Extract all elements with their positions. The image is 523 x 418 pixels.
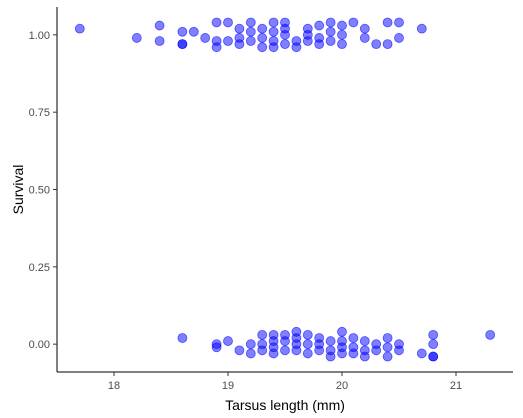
data-point	[382, 39, 393, 50]
data-point	[268, 348, 279, 359]
data-point	[394, 345, 404, 356]
data-point	[371, 345, 382, 356]
points-layer	[74, 17, 496, 362]
data-point	[302, 329, 313, 340]
data-point	[382, 17, 393, 28]
data-point	[325, 351, 336, 362]
data-point	[131, 33, 142, 43]
data-point	[211, 342, 222, 353]
data-point	[245, 36, 256, 46]
y-tick-label: 0.25	[29, 262, 50, 274]
data-point	[485, 329, 496, 340]
data-point	[257, 33, 268, 43]
x-tick-label: 20	[336, 380, 348, 392]
data-point	[359, 23, 370, 34]
data-point	[371, 39, 382, 50]
data-point	[200, 33, 211, 43]
data-point	[177, 333, 188, 343]
data-point	[234, 23, 245, 34]
data-point	[348, 333, 359, 343]
data-point	[359, 351, 370, 362]
data-point	[337, 20, 347, 31]
y-tick-label: 0.75	[29, 107, 50, 119]
data-point	[234, 345, 245, 356]
data-point	[314, 20, 325, 31]
y-axis-title: Survival	[10, 165, 26, 215]
data-point	[382, 342, 393, 353]
data-point	[337, 29, 347, 40]
data-point	[325, 36, 336, 46]
data-point	[177, 26, 188, 37]
y-axis-ticks: 0.00 0.25 0.50 0.75 1.00	[29, 30, 57, 351]
x-axis-ticks: 18 19 20 21	[108, 372, 462, 392]
data-point	[74, 23, 85, 34]
data-point	[394, 33, 404, 43]
data-point	[337, 39, 347, 50]
data-point	[188, 26, 199, 37]
data-point	[257, 345, 268, 356]
data-point	[280, 29, 290, 40]
data-point	[428, 329, 439, 340]
data-point	[211, 17, 222, 28]
data-point	[394, 17, 404, 28]
data-point	[257, 42, 268, 53]
data-point	[268, 26, 279, 37]
data-point	[382, 333, 393, 343]
data-point	[428, 339, 439, 350]
data-point	[177, 39, 188, 50]
data-point	[291, 42, 302, 53]
data-point	[314, 39, 325, 50]
data-point	[416, 348, 427, 359]
data-point	[257, 23, 268, 34]
data-point	[223, 17, 233, 28]
data-point	[337, 348, 347, 359]
data-point	[223, 36, 233, 46]
data-point	[280, 39, 290, 50]
data-point	[302, 36, 313, 46]
x-axis-title: Tarsus length (mm)	[225, 397, 345, 413]
data-point	[280, 336, 290, 346]
data-point	[280, 345, 290, 356]
data-point	[348, 17, 359, 28]
data-point	[154, 20, 165, 31]
data-point	[416, 23, 427, 34]
data-point	[245, 17, 256, 28]
data-point	[245, 26, 256, 37]
y-tick-label: 1.00	[29, 30, 50, 42]
y-tick-label: 0.00	[29, 339, 50, 351]
data-point	[359, 33, 370, 43]
data-point	[268, 42, 279, 53]
data-point	[245, 348, 256, 359]
data-point	[302, 339, 313, 350]
data-point	[325, 336, 336, 346]
data-point	[302, 348, 313, 359]
data-point	[154, 36, 165, 46]
data-point	[337, 326, 347, 337]
x-tick-label: 18	[108, 380, 120, 392]
data-point	[325, 17, 336, 28]
data-point	[245, 339, 256, 350]
data-point	[382, 351, 393, 362]
data-point	[359, 336, 370, 346]
x-tick-label: 19	[222, 380, 234, 392]
data-point	[223, 336, 233, 346]
data-point	[234, 39, 245, 50]
data-point	[348, 348, 359, 359]
data-point	[314, 345, 325, 356]
x-tick-label: 21	[450, 380, 462, 392]
data-point	[211, 42, 222, 53]
data-point	[428, 351, 439, 362]
y-tick-label: 0.50	[29, 185, 50, 197]
data-point	[257, 329, 268, 340]
data-point	[325, 26, 336, 37]
data-point	[291, 345, 302, 356]
data-point	[268, 17, 279, 28]
